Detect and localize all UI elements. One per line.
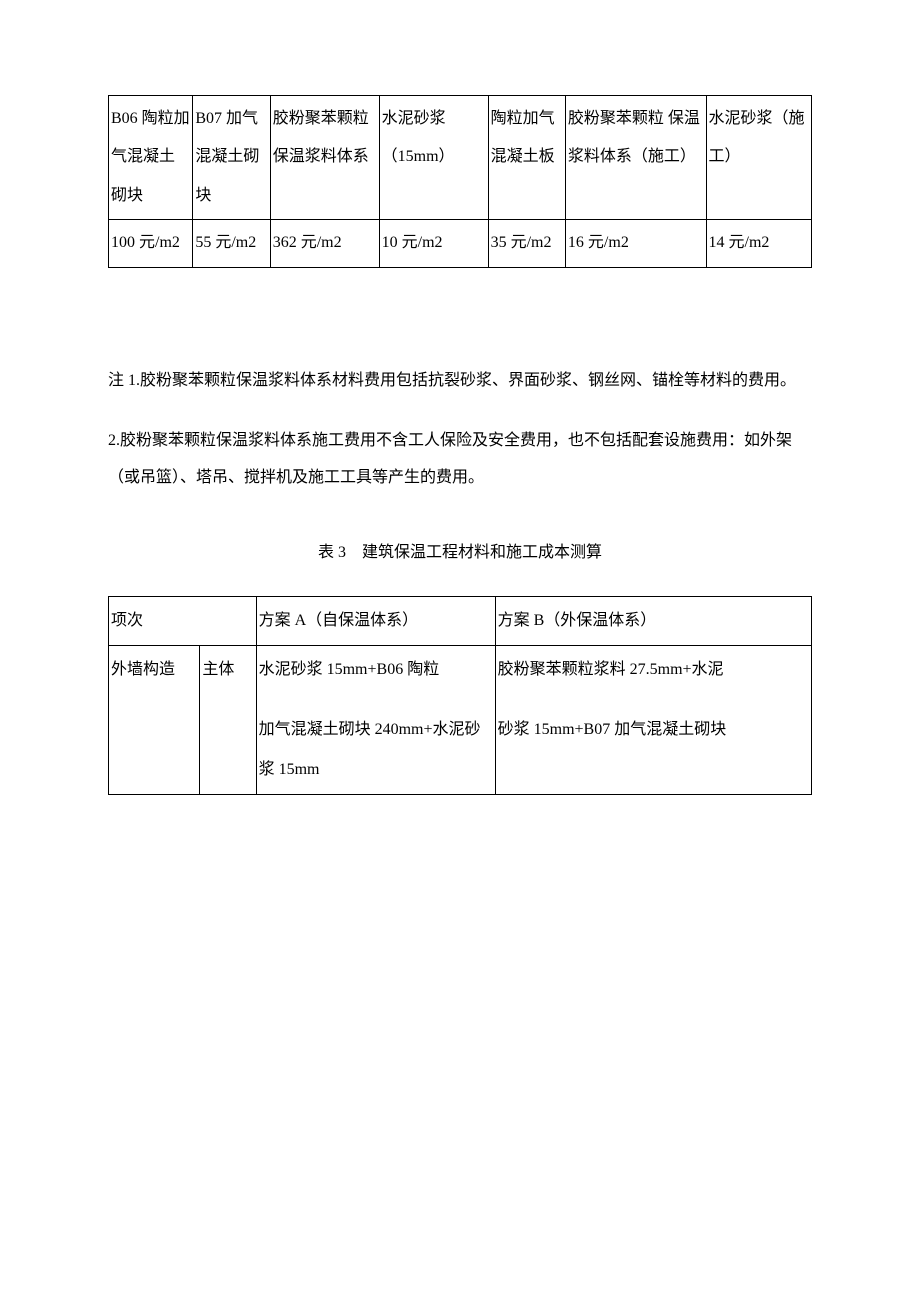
cell-value: 外墙构造 <box>109 645 200 794</box>
cell-header: 胶粉聚苯颗粒保温浆料体系 <box>270 96 379 220</box>
cell-header: 项次 <box>109 596 257 645</box>
cell-header: B06 陶粒加气混凝土砌块 <box>109 96 193 220</box>
notes-section: 注 1.胶粉聚苯颗粒保温浆料体系材料费用包括抗裂砂浆、界面砂浆、钢丝网、锚栓等材… <box>108 363 812 497</box>
cell-header: 水泥砂浆（15mm） <box>379 96 488 220</box>
cell-value: 14 元/m2 <box>706 220 811 267</box>
cell-line: 加气混凝土砌块 240mm+水泥砂浆 15mm <box>259 710 493 790</box>
cell-value: 水泥砂浆 15mm+B06 陶粒 加气混凝土砌块 240mm+水泥砂浆 15mm <box>256 645 495 794</box>
cell-header: 胶粉聚苯颗粒 保温浆料体系（施工） <box>565 96 706 220</box>
cell-line: 砂浆 15mm+B07 加气混凝土砌块 <box>498 710 809 750</box>
table-row: B06 陶粒加气混凝土砌块 B07 加气混凝土砌块 胶粉聚苯颗粒保温浆料体系 水… <box>109 96 812 220</box>
cell-header: 水泥砂浆（施工） <box>706 96 811 220</box>
cell-header: 陶粒加气混凝土板 <box>488 96 565 220</box>
cell-value: 胶粉聚苯颗粒浆料 27.5mm+水泥 砂浆 15mm+B07 加气混凝土砌块 <box>495 645 811 794</box>
note-2: 2.胶粉聚苯颗粒保温浆料体系施工费用不含工人保险及安全费用，也不包括配套设施费用… <box>108 423 812 497</box>
table-3-title: 表 3 建筑保温工程材料和施工成本测算 <box>108 535 812 572</box>
cell-line: 水泥砂浆 15mm+B06 陶粒 <box>259 650 493 690</box>
cell-value: 主体 <box>200 645 256 794</box>
table-row: 100 元/m2 55 元/m2 362 元/m2 10 元/m2 35 元/m… <box>109 220 812 267</box>
cell-header: 方案 A（自保温体系） <box>256 596 495 645</box>
cell-value: 362 元/m2 <box>270 220 379 267</box>
cell-value: 35 元/m2 <box>488 220 565 267</box>
table-row: 外墙构造 主体 水泥砂浆 15mm+B06 陶粒 加气混凝土砌块 240mm+水… <box>109 645 812 794</box>
cell-value: 10 元/m2 <box>379 220 488 267</box>
table-1-materials-cost: B06 陶粒加气混凝土砌块 B07 加气混凝土砌块 胶粉聚苯颗粒保温浆料体系 水… <box>108 95 812 268</box>
cell-header: B07 加气混凝土砌块 <box>193 96 270 220</box>
cell-header: 方案 B（外保温体系） <box>495 596 811 645</box>
cell-value: 100 元/m2 <box>109 220 193 267</box>
table-row: 项次 方案 A（自保温体系） 方案 B（外保温体系） <box>109 596 812 645</box>
cell-value: 16 元/m2 <box>565 220 706 267</box>
note-1: 注 1.胶粉聚苯颗粒保温浆料体系材料费用包括抗裂砂浆、界面砂浆、钢丝网、锚栓等材… <box>108 363 812 400</box>
cell-value: 55 元/m2 <box>193 220 270 267</box>
table-3-cost-estimate: 项次 方案 A（自保温体系） 方案 B（外保温体系） 外墙构造 主体 水泥砂浆 … <box>108 596 812 795</box>
cell-line: 胶粉聚苯颗粒浆料 27.5mm+水泥 <box>498 650 809 690</box>
